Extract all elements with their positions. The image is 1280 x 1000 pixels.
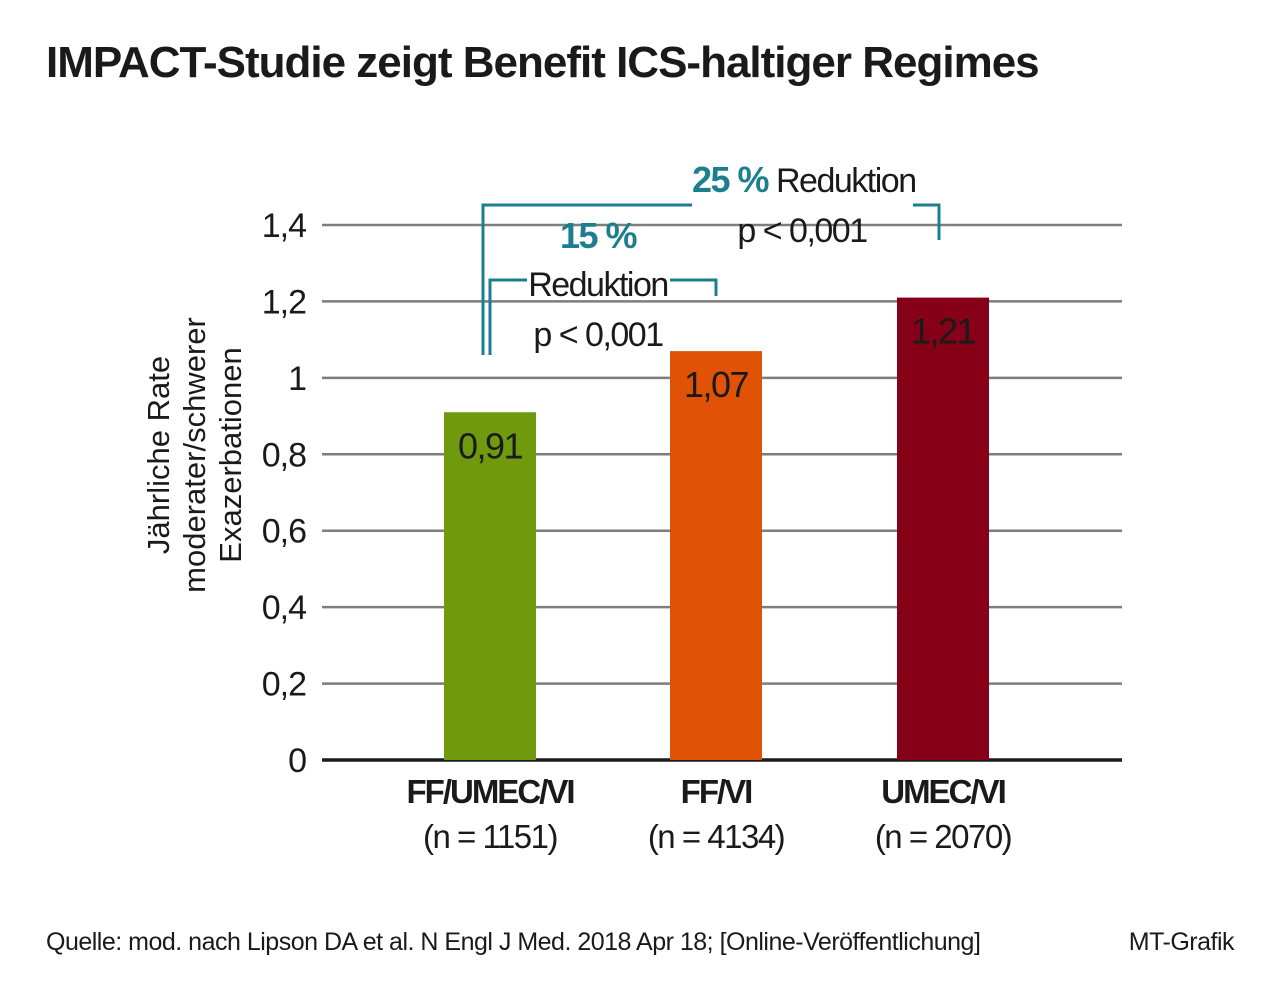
y-tick-label: 0,6 <box>262 513 306 551</box>
bar <box>444 412 536 760</box>
y-tick-label: 0,4 <box>262 589 306 627</box>
x-tick-sublabel: (n = 4134) <box>648 818 784 855</box>
x-tick-label: UMEC/VI <box>881 773 1005 810</box>
bar <box>670 351 762 760</box>
bar-value-label: 1,07 <box>684 364 749 405</box>
y-tick-label: 1,4 <box>262 207 306 245</box>
x-tick-label: FF/VI <box>681 773 752 810</box>
annotation-15-pvalue: p < 0,001 <box>533 316 663 354</box>
bracket-15-line <box>670 278 718 296</box>
bar-value-label: 1,21 <box>911 311 976 352</box>
annotation-25-percent: 25 % <box>692 159 770 200</box>
y-tick-label: 0,8 <box>262 436 306 474</box>
annotation-25-pvalue: p < 0,001 <box>737 212 867 250</box>
bar-value-label: 0,91 <box>458 425 523 466</box>
annotation-15-percent: 15 % <box>560 215 638 256</box>
annotation-25-text: Reduktion <box>776 162 916 200</box>
y-tick-label: 0 <box>288 742 306 780</box>
x-tick-sublabel: (n = 1151) <box>423 818 557 855</box>
y-tick-label: 0,2 <box>262 666 306 704</box>
source-note: Quelle: mod. nach Lipson DA et al. N Eng… <box>46 928 981 956</box>
y-tick-label: 1 <box>288 360 306 398</box>
bracket-25-line <box>481 203 692 355</box>
y-tick-label: 1,2 <box>262 283 306 321</box>
bracket-15-line <box>488 278 527 355</box>
chart-title: IMPACT-Studie zeigt Benefit ICS-haltiger… <box>46 38 1040 87</box>
graphic-credit: MT-Grafik <box>1128 928 1235 956</box>
x-tick-sublabel: (n = 2070) <box>875 818 1011 855</box>
annotation-15-text: Reduktion <box>528 266 668 304</box>
x-tick-label: FF/UMEC/VI <box>407 773 574 810</box>
bar <box>897 297 989 760</box>
bracket-25-line <box>913 203 941 240</box>
